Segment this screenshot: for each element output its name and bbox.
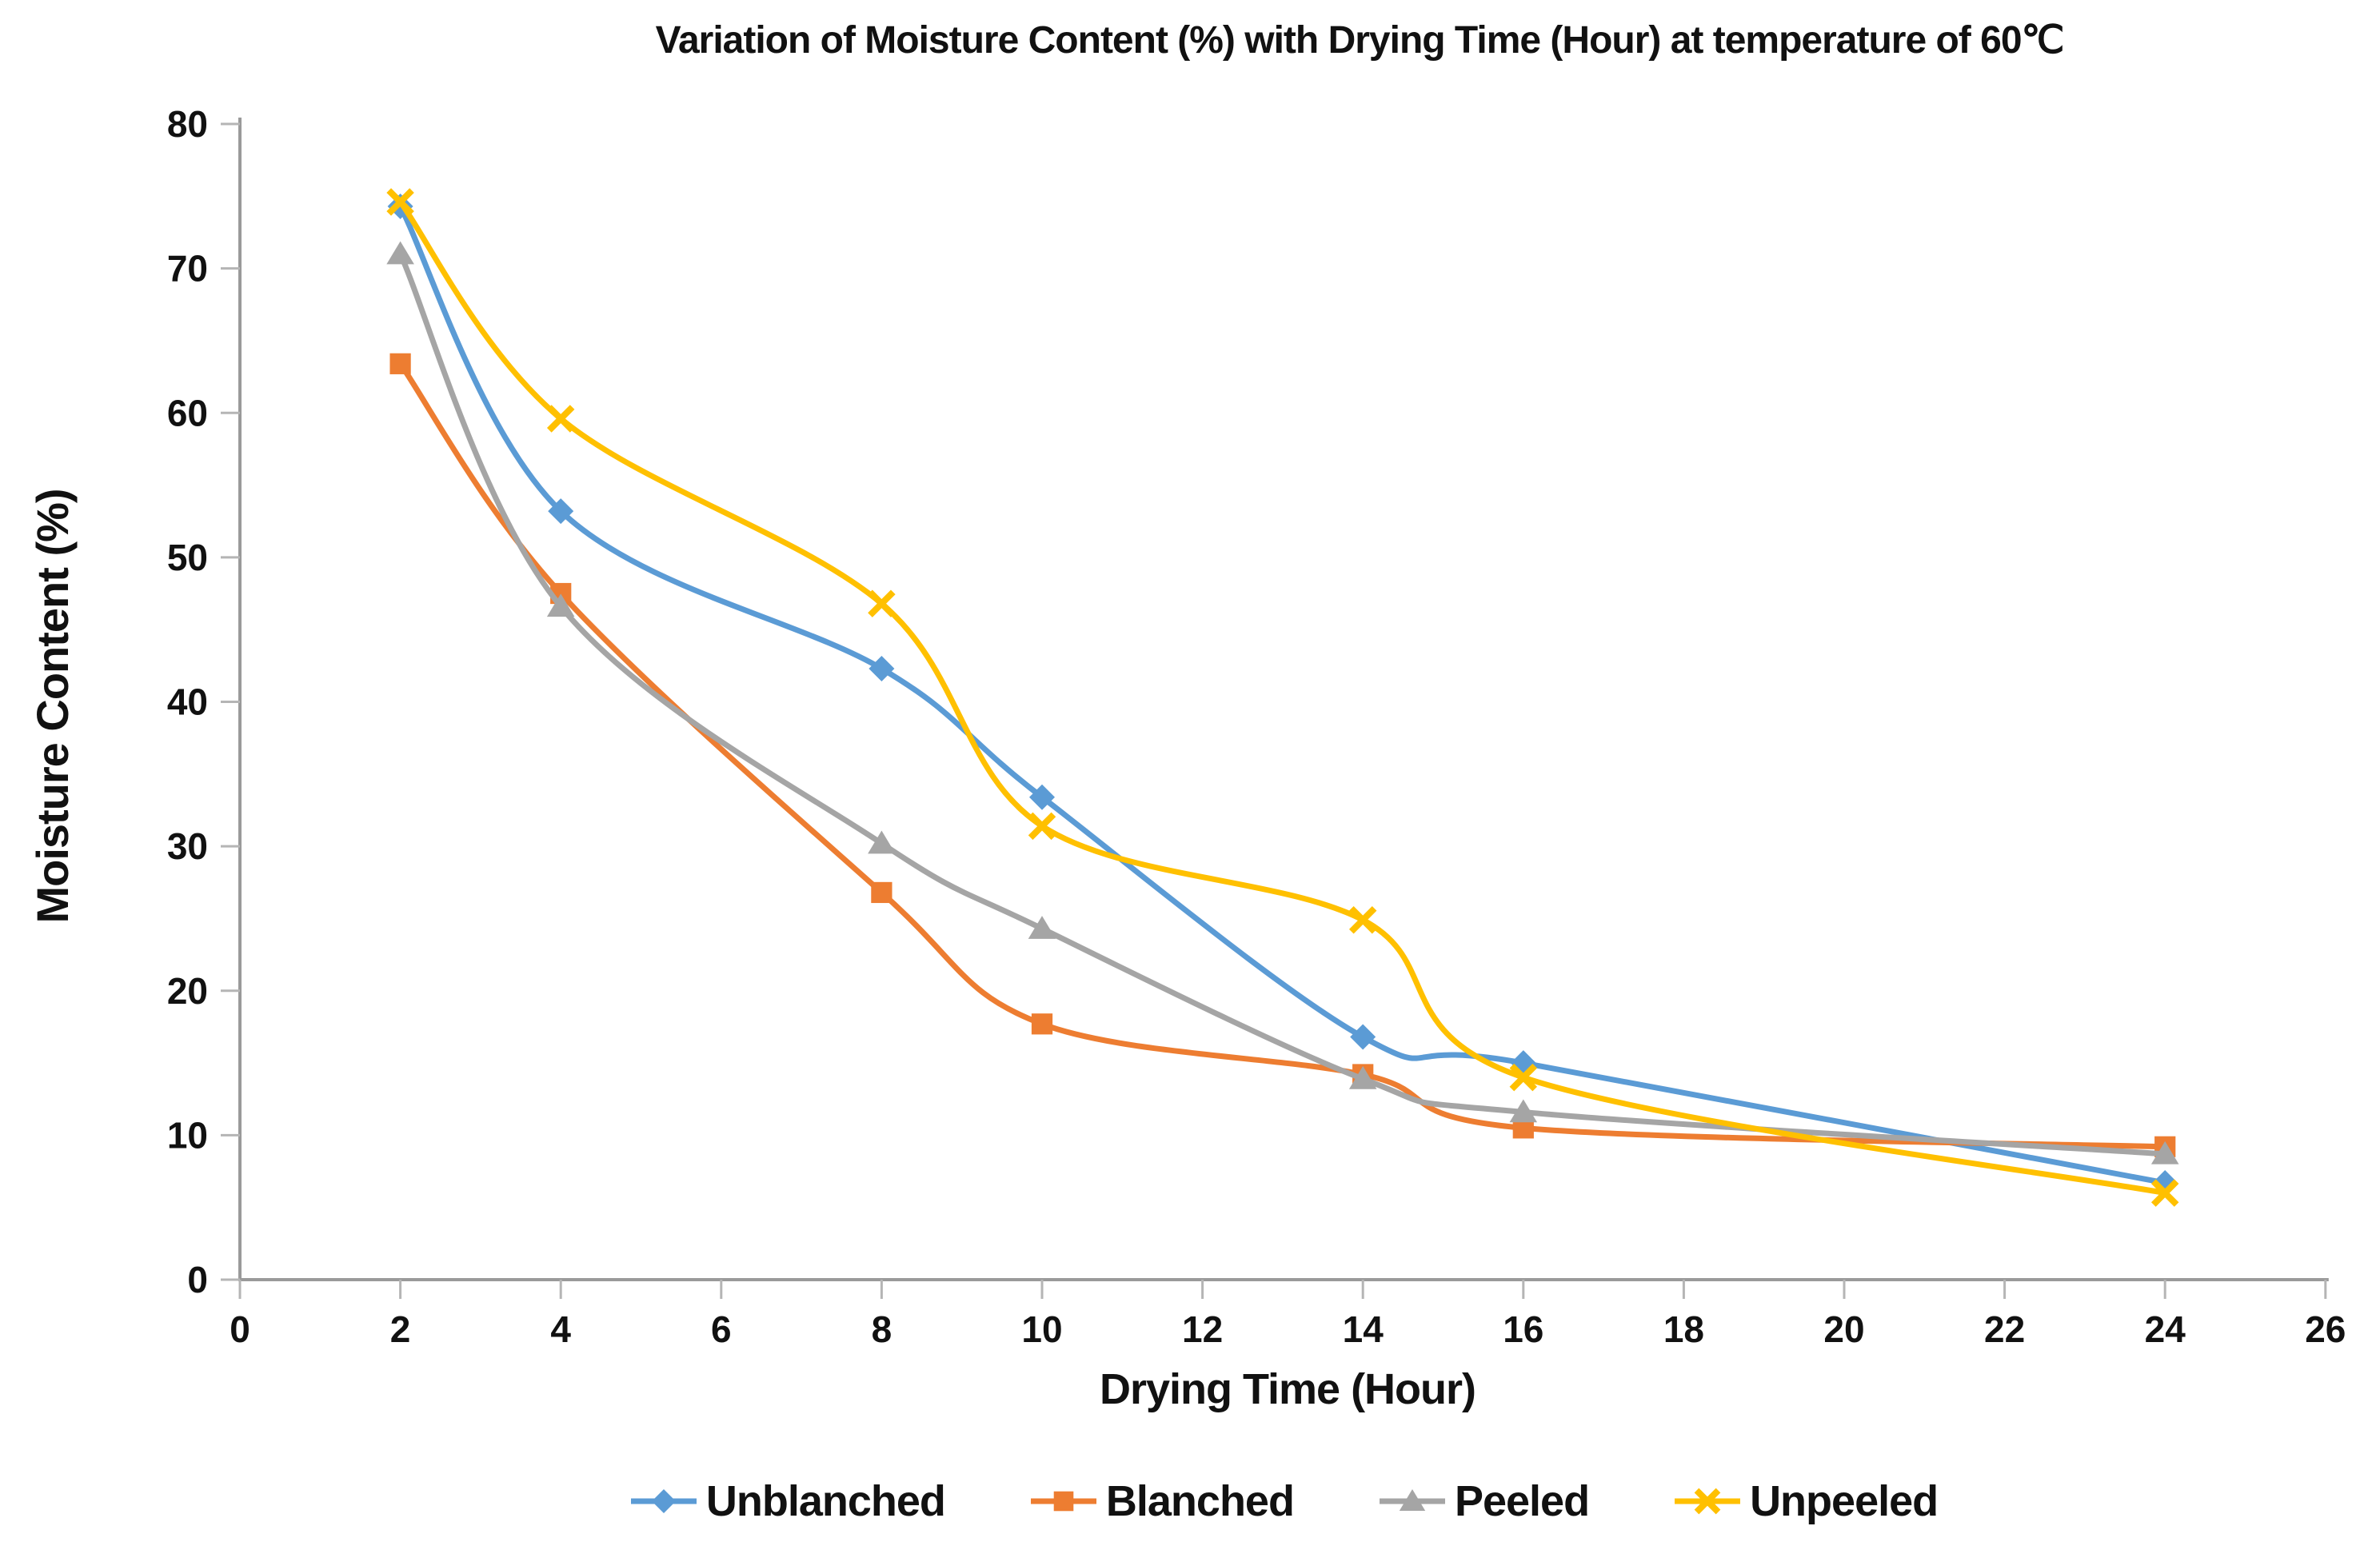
- x-tick-label: 18: [1663, 1308, 1704, 1350]
- x-tick-label: 12: [1182, 1308, 1223, 1350]
- x-tick-label: 14: [1343, 1308, 1384, 1350]
- legend-label: Unblanched: [705, 1477, 946, 1525]
- diamond-marker: [651, 1489, 676, 1513]
- triangle-marker: [546, 593, 575, 617]
- y-tick-label: 70: [167, 248, 208, 290]
- legend-item-blanched: Blanched: [1029, 1476, 1295, 1526]
- legend-label: Blanched: [1105, 1477, 1295, 1525]
- triangle-marker: [868, 830, 896, 854]
- y-tick-label: 20: [167, 970, 208, 1012]
- legend-item-unpeeled: Unpeeled: [1673, 1476, 1939, 1526]
- triangle-marker: [2150, 1141, 2179, 1164]
- x-marker: [1694, 1488, 1721, 1515]
- diamond-marker: [548, 498, 574, 525]
- legend-label: Peeled: [1454, 1477, 1590, 1525]
- y-tick-label: 40: [167, 681, 208, 723]
- x-tick-label: 24: [2145, 1308, 2186, 1350]
- legend-item-peeled: Peeled: [1378, 1476, 1590, 1526]
- chart-title: Variation of Moisture Content (%) with D…: [655, 19, 2065, 62]
- x-marker: [868, 589, 896, 617]
- y-tick-label: 60: [167, 392, 208, 433]
- legend: Unblanched Blanched Peeled Unpeeled: [240, 1465, 2327, 1537]
- x-tick-label: 16: [1503, 1308, 1543, 1350]
- x-tick-label: 8: [872, 1308, 892, 1350]
- triangle-marker: [1028, 916, 1056, 939]
- x-tick-label: 22: [1984, 1308, 2025, 1350]
- series-line-blanched: [397, 361, 2168, 1150]
- x-tick-label: 6: [711, 1308, 732, 1350]
- triangle-marker: [386, 241, 414, 265]
- x-marker: [1348, 906, 1377, 934]
- legend-marker-x-icon: [1675, 1488, 1741, 1515]
- square-marker: [389, 353, 411, 374]
- triangle-marker: [1509, 1099, 1538, 1123]
- diamond-marker: [869, 655, 895, 681]
- diamond-marker: [1029, 784, 1055, 810]
- x-marker: [2150, 1179, 2179, 1207]
- x-tick-label: 4: [550, 1308, 571, 1350]
- square-marker: [871, 881, 892, 904]
- x-marker: [1509, 1063, 1538, 1092]
- x-tick-label: 20: [1823, 1308, 1864, 1350]
- x-axis-title: Drying Time (Hour): [1099, 1365, 1476, 1413]
- series-line-peeled: [397, 251, 2168, 1157]
- legend-marker-triangle-icon: [1379, 1489, 1445, 1511]
- triangle-marker: [1399, 1489, 1426, 1511]
- x-marker: [1028, 812, 1056, 841]
- legend-marker-square-icon: [1030, 1491, 1096, 1512]
- diamond-marker: [1350, 1024, 1376, 1050]
- x-tick-label: 0: [230, 1308, 250, 1350]
- x-marker: [386, 188, 414, 216]
- x-marker: [546, 405, 575, 433]
- y-tick-label: 50: [167, 537, 208, 578]
- square-marker: [1053, 1491, 1074, 1512]
- square-marker: [1031, 1013, 1053, 1035]
- x-tick-label: 10: [1021, 1308, 1062, 1350]
- x-tick-label: 26: [2305, 1308, 2346, 1350]
- y-axis-title: Moisture Content (%): [27, 489, 78, 924]
- triangle-marker: [1348, 1065, 1377, 1089]
- legend-label: Unpeeled: [1750, 1477, 1939, 1525]
- y-tick-label: 10: [167, 1114, 208, 1156]
- legend-item-unblanched: Unblanched: [629, 1476, 946, 1526]
- y-tick-label: 30: [167, 825, 208, 867]
- y-tick-label: 0: [187, 1259, 208, 1300]
- legend-marker-diamond-icon: [630, 1489, 697, 1513]
- series-line-unpeeled: [397, 199, 2168, 1196]
- y-tick-label: 80: [167, 103, 208, 145]
- x-tick-label: 2: [390, 1308, 411, 1350]
